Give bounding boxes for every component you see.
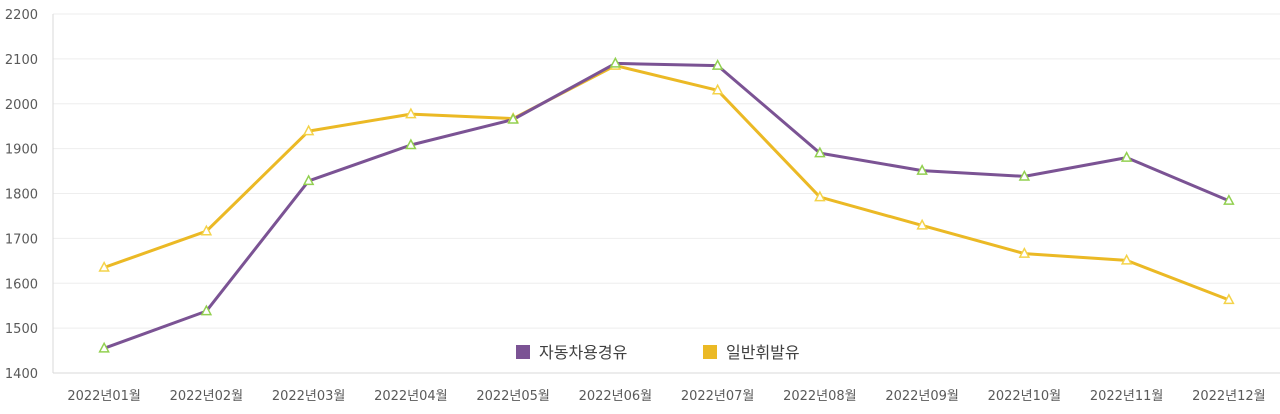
- legend-label-gasoline: 일반휘발유: [726, 343, 800, 362]
- x-tick-label: 2022년08월: [783, 389, 857, 404]
- data-point-diesel: [1018, 169, 1031, 181]
- y-tick-label: 2200: [5, 8, 38, 23]
- series-line-diesel: [102, 61, 1231, 350]
- y-tick-label: 1400: [5, 367, 38, 382]
- data-point-gasoline: [200, 224, 213, 236]
- data-point-diesel: [1120, 150, 1133, 162]
- series-line-gasoline: [102, 64, 1231, 302]
- x-tick-label: 2022년12월: [1192, 389, 1266, 404]
- data-point-diesel: [507, 112, 519, 124]
- y-tick-label: 1600: [5, 277, 38, 292]
- x-tick-label: 2022년02월: [170, 389, 244, 404]
- data-point-gasoline: [1223, 293, 1235, 305]
- data-point-gasoline: [98, 260, 110, 272]
- y-tick-label: 1900: [5, 143, 38, 158]
- data-point-gasoline: [1120, 253, 1133, 265]
- data-point-diesel: [814, 146, 826, 158]
- x-tick-label: 2022년01월: [67, 389, 141, 404]
- y-tick-label: 1500: [5, 322, 38, 337]
- data-point-gasoline: [1018, 247, 1031, 258]
- data-point-diesel: [405, 138, 417, 150]
- data-point-diesel: [200, 304, 213, 316]
- x-tick-label: 2022년11월: [1090, 389, 1164, 404]
- x-tick-label: 2022년04월: [374, 389, 448, 404]
- legend-label-diesel: 자동차용경유: [539, 343, 627, 362]
- data-point-diesel: [609, 56, 622, 68]
- data-point-gasoline: [711, 83, 724, 95]
- data-point-gasoline: [814, 190, 826, 202]
- axes: 1400 1500 1600 1700 1800 1900 2000 2100 2200 2022…: [5, 8, 1266, 404]
- grid-lines: [53, 13, 1280, 374]
- y-tick-label: 1800: [5, 188, 38, 203]
- x-tick-label: 2022년10월: [988, 389, 1062, 404]
- legend: 자동차용경유 일반휘발유: [516, 343, 800, 362]
- y-tick-label: 2100: [5, 53, 38, 68]
- y-tick-label: 2000: [5, 98, 38, 113]
- y-tick-label: 1700: [5, 232, 38, 247]
- data-point-gasoline: [916, 218, 928, 230]
- x-tick-label: 2022년06월: [579, 389, 653, 404]
- x-tick-label: 2022년07월: [681, 389, 755, 404]
- x-tick-label: 2022년09월: [885, 389, 959, 404]
- data-point-diesel: [98, 341, 110, 353]
- data-point-gasoline: [405, 107, 417, 119]
- series-layer: [98, 56, 1235, 353]
- data-point-diesel: [1223, 194, 1235, 205]
- data-point-diesel: [916, 164, 928, 175]
- x-tick-label: 2022년03월: [272, 389, 346, 404]
- x-tick-label: 2022년05월: [476, 389, 550, 404]
- data-point-diesel: [302, 174, 315, 186]
- legend-swatch-diesel: [516, 345, 530, 359]
- legend-swatch-gasoline: [703, 345, 717, 359]
- data-point-diesel: [711, 59, 724, 70]
- data-point-gasoline: [302, 124, 315, 136]
